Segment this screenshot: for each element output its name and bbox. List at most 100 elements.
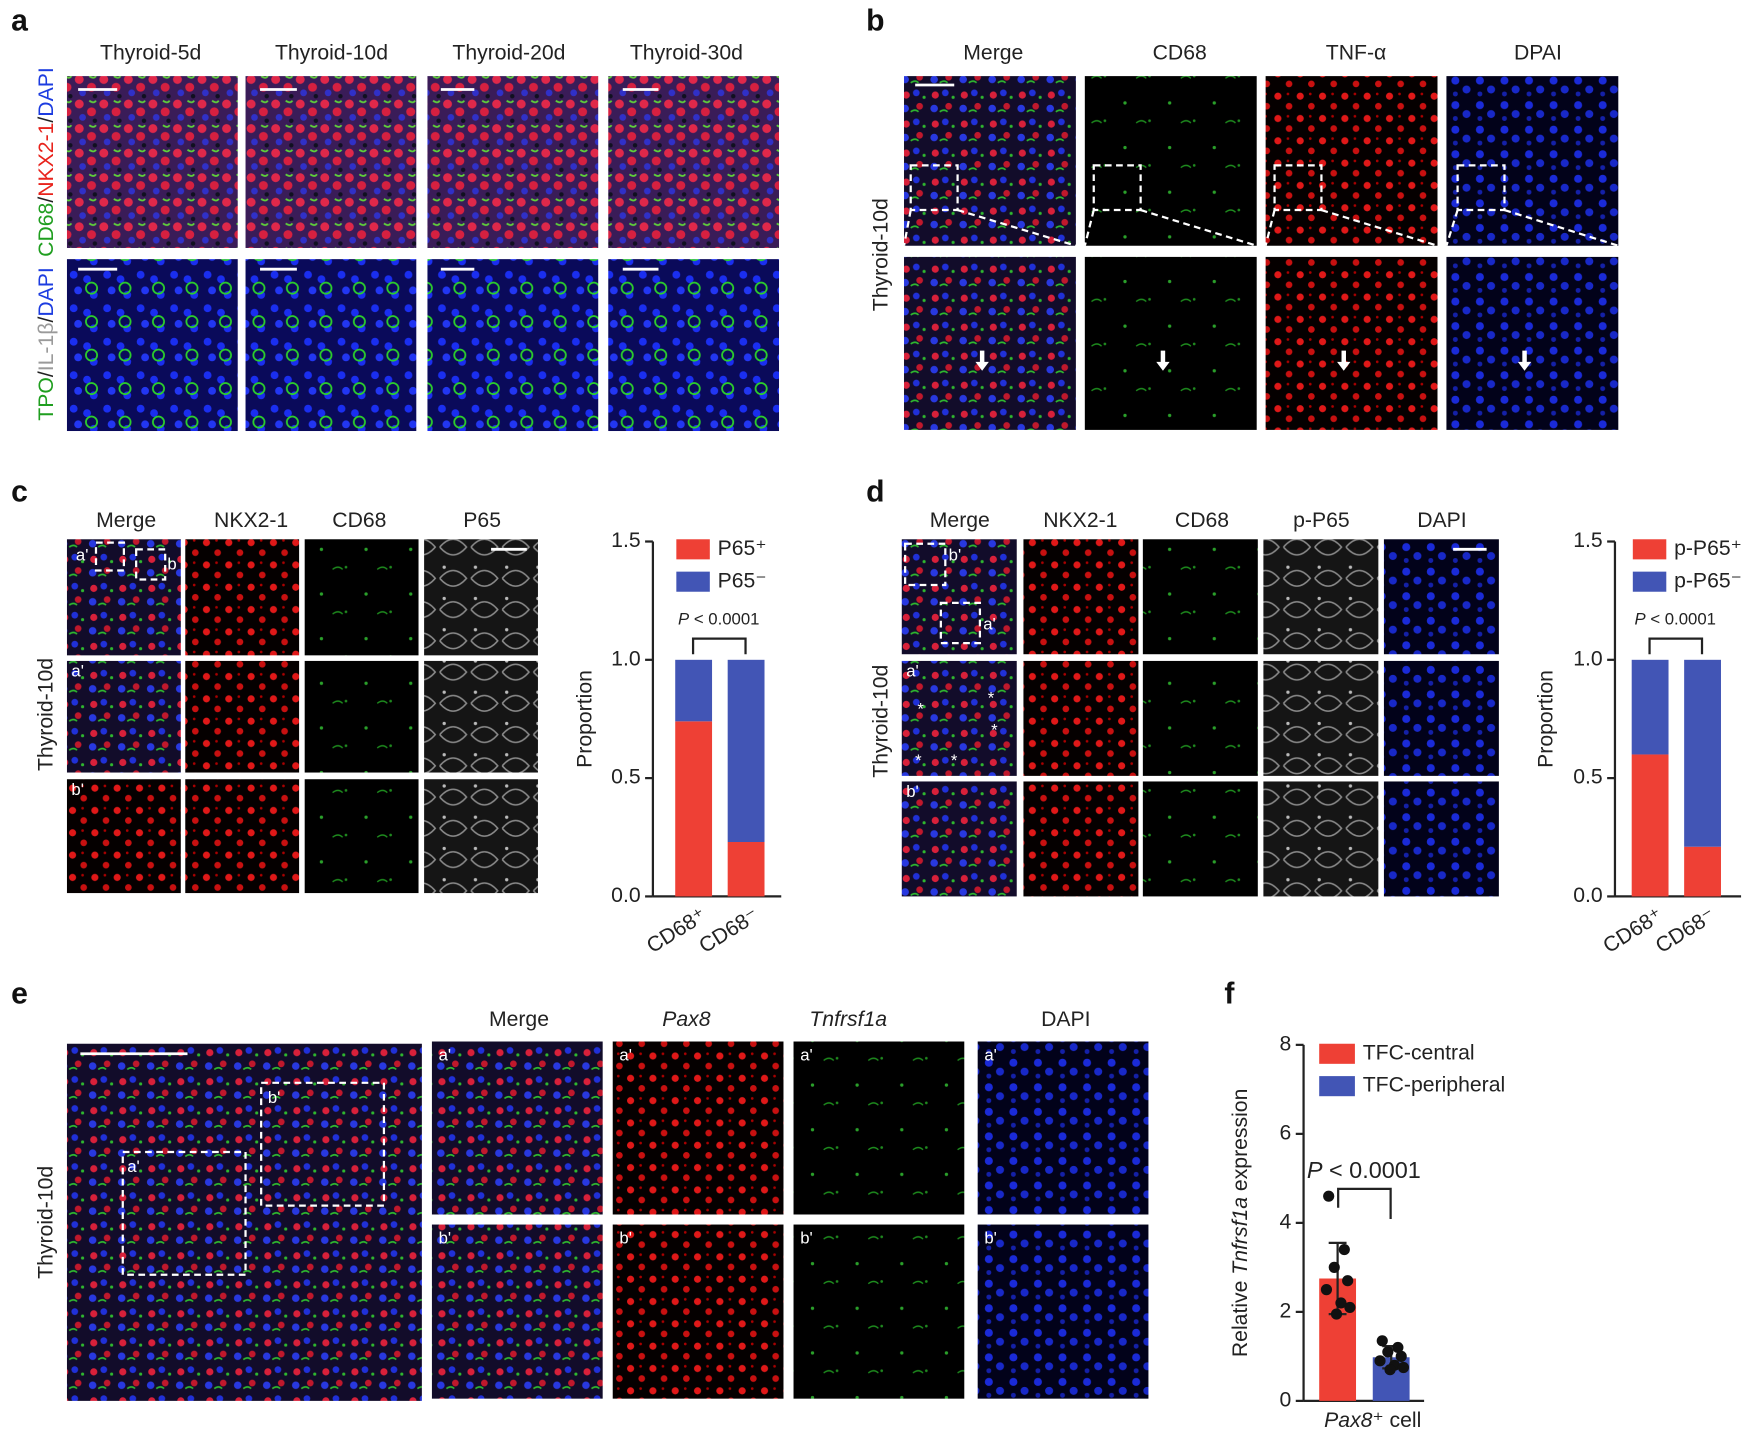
data-point [1384,1364,1396,1376]
y-tick-label: 0.0 [1573,884,1602,907]
asterisk: * [917,699,924,718]
y-tick-label: 1.0 [611,647,640,670]
bar-segment [1684,846,1721,897]
micrograph [977,1041,1149,1215]
arrows [975,350,1532,371]
micrograph [1383,781,1499,897]
y-tick-label: 0.5 [611,766,640,789]
micrograph [424,779,538,894]
y-axis-label-part: Tnfrsf1a [1229,1197,1252,1275]
y-tick-label: 8 [1279,1032,1291,1055]
box-label: a' [76,545,89,564]
y-tick-label: 1.5 [1573,529,1602,552]
box-label: b [167,554,176,573]
row-label-part: NKX2-1 [34,123,57,197]
micrograph [1446,76,1619,246]
column-header: CD68 [332,509,386,532]
legend-label: P65⁺ [718,537,767,560]
panel-label: b [866,4,884,37]
row-tag: a' [800,1045,813,1064]
micrograph [1383,660,1499,776]
micrograph [1142,660,1258,776]
asterisk: * [951,751,958,770]
column-header: Merge [489,1008,549,1031]
row-tag: b' [71,780,84,799]
y-tick-label: 1.5 [611,529,640,552]
significance-bracket [1337,1187,1392,1219]
micrograph [66,539,181,656]
row-label-part: / [34,197,57,203]
row-tag: b' [619,1228,632,1247]
annotation: P < 0.0001 [678,610,759,629]
row-label: Thyroid-10d [869,665,892,778]
row-tag: b' [800,1228,813,1247]
micrograph [1263,660,1379,776]
column-header: Thyroid-30d [630,41,743,64]
micrograph [608,259,780,432]
row-label: Thyroid-10d [34,1166,57,1279]
micrograph [431,1224,603,1399]
micrograph [424,539,538,656]
data-point [1344,1301,1356,1314]
significance-bracket [1648,637,1704,655]
column-header: Pax8 [662,1008,711,1031]
column-header: Thyroid-10d [275,41,388,64]
y-axis-label-part: expression [1229,1089,1252,1197]
micrograph [185,779,300,894]
legend-label: TFC-peripheral [1363,1074,1505,1097]
legend-swatch [676,571,710,592]
data-point [1320,1284,1333,1296]
box-label: a' [983,615,996,634]
data-point [1323,1190,1335,1202]
data-point [1330,1308,1343,1320]
panel-label: e [11,978,28,1011]
bar-segment [1631,754,1669,897]
micrographs [66,76,1619,1401]
y-tick-label: 2 [1279,1299,1291,1322]
column-header: NKX2-1 [214,509,288,532]
row-tag: a' [984,1045,997,1064]
micrograph [304,779,419,894]
row-tag: a' [619,1045,632,1064]
row-label-part: DAPI [34,67,57,116]
x-axis-label: Pax8⁺ cell [1324,1409,1421,1429]
micrograph [66,76,238,248]
bar-segment [1684,659,1721,847]
legend-swatch [1632,571,1667,592]
micrograph [904,76,1076,246]
micrograph [424,660,538,773]
row-tag: a' [71,662,84,681]
panel-label: f [1224,978,1235,1011]
legend-swatch [1632,539,1667,560]
data-point [1376,1335,1388,1347]
micrograph [1084,256,1257,430]
micrograph [304,660,419,773]
micrograph [901,660,1017,776]
row-label-part: CD68 [34,203,57,257]
y-tick-label: 0 [1279,1388,1291,1411]
annotation: P < 0.0001 [1307,1157,1421,1183]
micrograph [1265,76,1438,246]
scale-bars [78,83,1487,1056]
asterisk: * [988,688,995,707]
panel-label: c [11,475,28,508]
x-axis-label-part: ⁺ cell [1372,1409,1421,1429]
column-header: Merge [930,509,990,532]
row-label-part: / [34,371,57,377]
column-header: p-P65 [1293,509,1350,532]
micrograph [901,539,1017,655]
micrograph [612,1224,784,1399]
column-header: DPAI [1514,41,1562,64]
data-point [1395,1350,1407,1362]
column-header: Merge [963,41,1023,64]
y-axis-label-part: Relative [1229,1275,1252,1357]
data-point [1338,1243,1350,1256]
row-label: TPO/IL-1β/DAPI [34,267,57,421]
y-tick-label: 1.0 [1573,647,1602,670]
micrograph [1446,256,1619,430]
y-tick-label: 4 [1279,1210,1291,1233]
row-tag: b' [439,1228,452,1247]
y-tick-label: 0.0 [611,884,640,907]
column-header: DAPI [1041,1008,1090,1031]
